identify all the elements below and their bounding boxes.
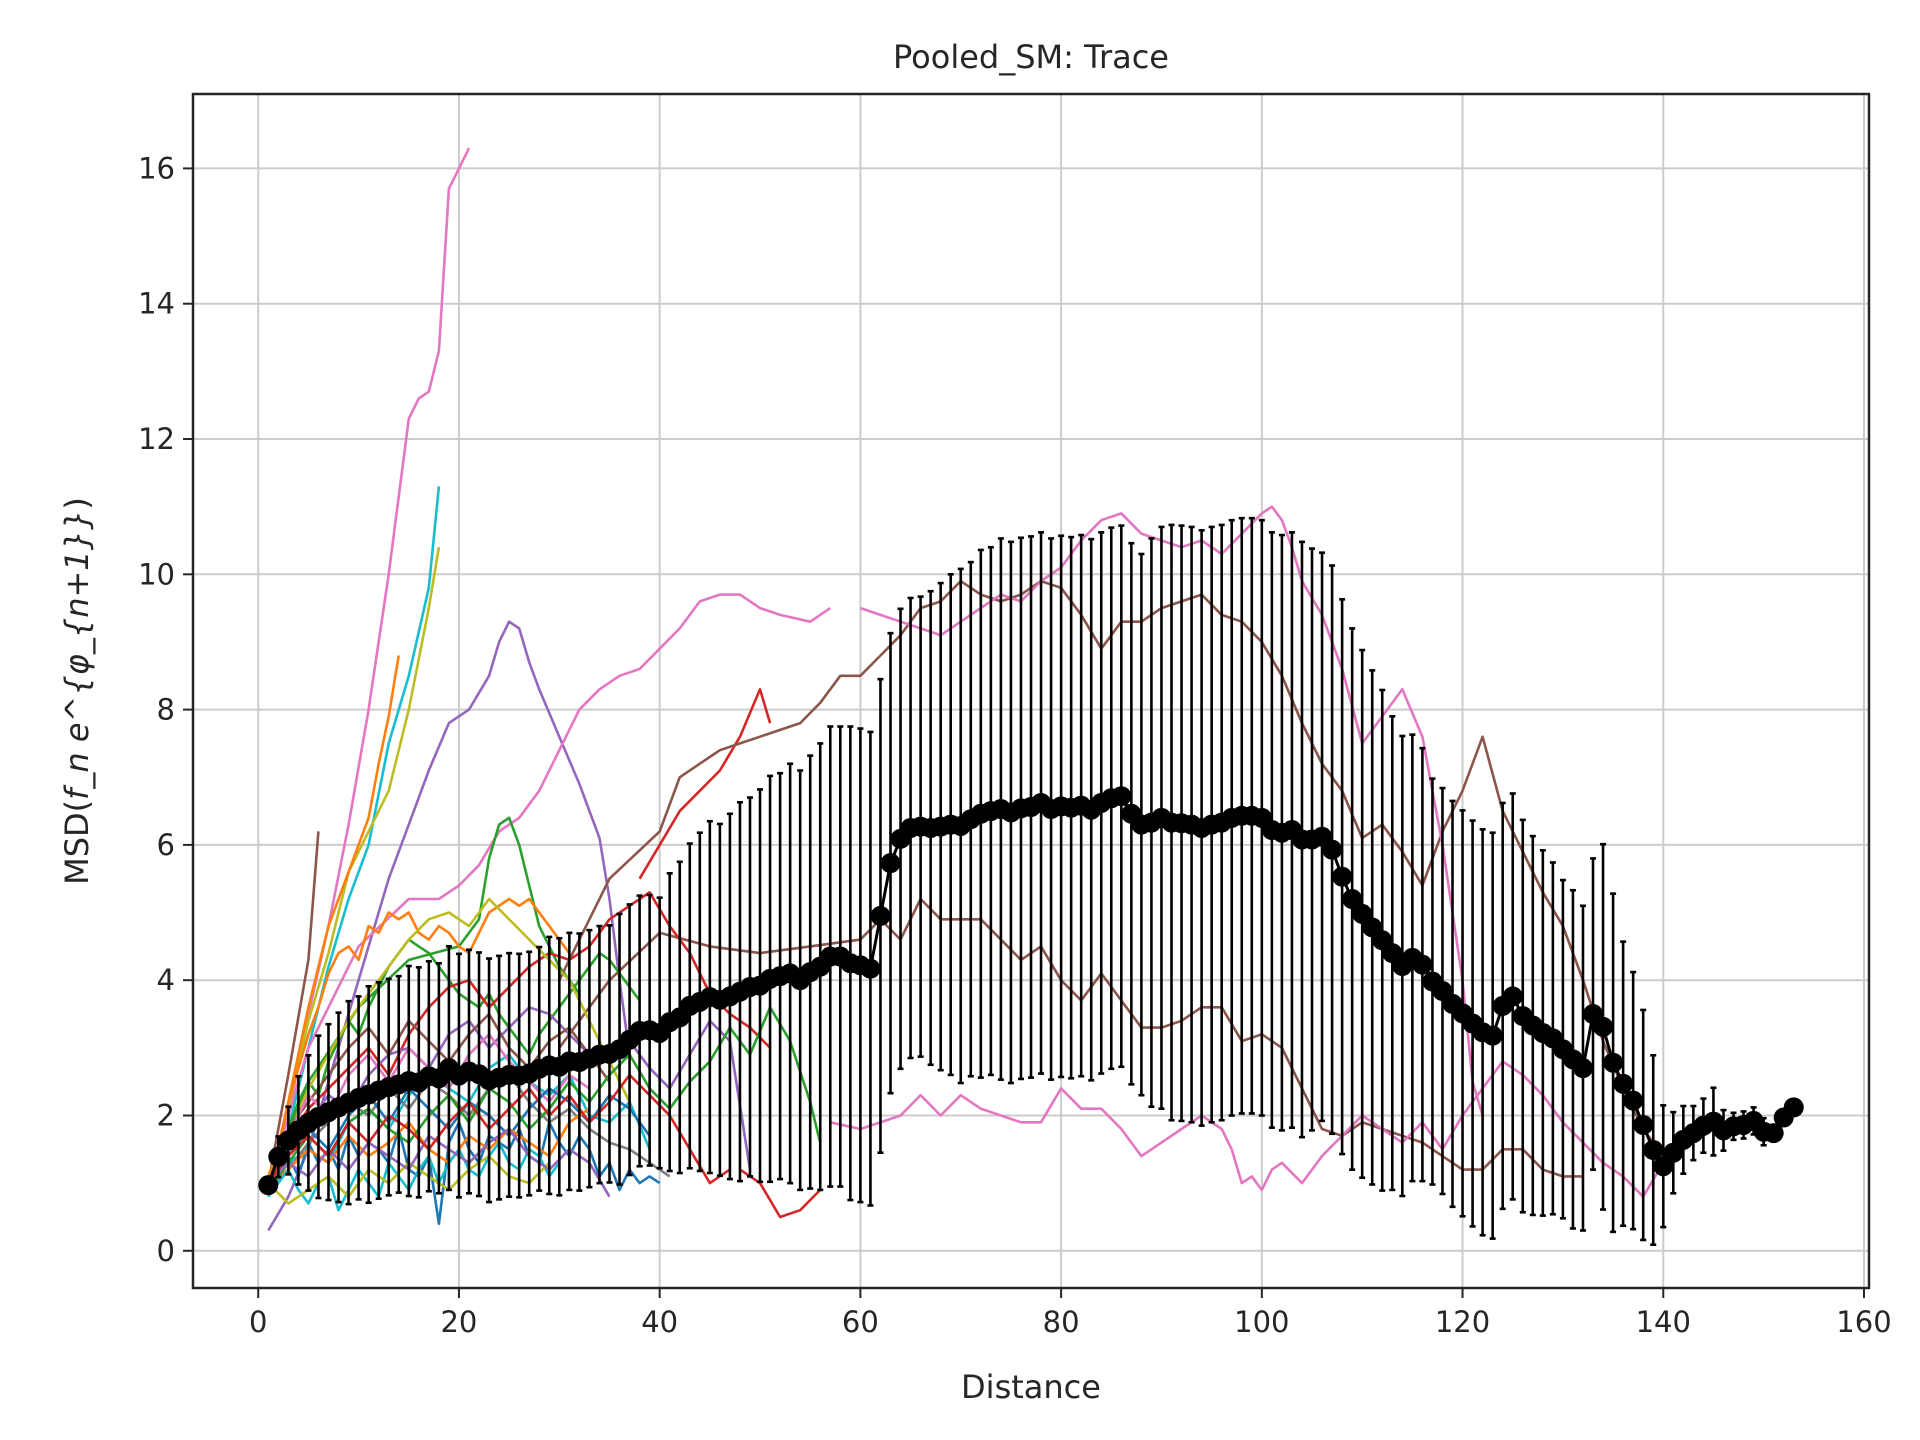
- y-tick-label: 16: [138, 151, 175, 185]
- trace-line-9: [267, 831, 320, 1184]
- trace-line-15: [267, 1121, 661, 1225]
- mean-marker: [1763, 1123, 1784, 1144]
- mean-marker: [1783, 1097, 1804, 1118]
- x-axis-ticks: 0 20 40 60 80 100 120 140 160: [249, 1288, 1892, 1339]
- y-axis-label-close: ): [58, 497, 96, 509]
- chart-title: Pooled_SM: Trace: [893, 38, 1169, 76]
- mean-marker: [870, 905, 891, 926]
- y-axis-label-math: f_n e^{φ_{n+1}}: [58, 510, 96, 800]
- y-axis-ticks: 0 2 4 6 8 10 12 14 16: [138, 151, 193, 1268]
- y-axis-label: MSD(f_n e^{φ_{n+1}}): [58, 497, 96, 885]
- trace-line-12: [830, 1060, 1665, 1198]
- x-tick-label: 100: [1234, 1305, 1289, 1339]
- x-tick-label: 40: [641, 1305, 678, 1339]
- mean-marker: [1643, 1139, 1664, 1160]
- mean-marker: [1572, 1058, 1593, 1079]
- mean-marker: [1603, 1052, 1624, 1073]
- trace-line-7: [638, 687, 772, 880]
- x-tick-label: 80: [1043, 1305, 1080, 1339]
- y-tick-label: 2: [157, 1098, 175, 1132]
- trace-line-1: [267, 147, 471, 1198]
- y-tick-label: 10: [138, 557, 175, 591]
- y-tick-label: 0: [157, 1234, 175, 1268]
- mean-marker: [1332, 866, 1353, 887]
- y-tick-label: 8: [157, 693, 175, 727]
- trace-line-28: [267, 1141, 561, 1212]
- x-tick-label: 160: [1836, 1305, 1891, 1339]
- mean-marker: [1623, 1090, 1644, 1111]
- x-axis-label: Distance: [961, 1368, 1101, 1406]
- mean-marker: [1342, 889, 1363, 910]
- mean-trace: [258, 516, 1804, 1247]
- y-tick-label: 14: [138, 287, 175, 321]
- trace-line-16: [267, 897, 571, 1177]
- trace-line-6: [267, 593, 832, 1184]
- trace-line-8: [267, 816, 581, 1184]
- mean-marker: [1502, 986, 1523, 1007]
- x-tick-label: 60: [842, 1305, 879, 1339]
- x-tick-label: 0: [249, 1305, 267, 1339]
- y-tick-label: 4: [157, 963, 175, 997]
- plot-frame: [191, 92, 1871, 1290]
- mean-marker: [1412, 954, 1433, 975]
- mean-marker: [1322, 839, 1343, 860]
- trace-line-17: [267, 938, 641, 1184]
- trace-line-5: [267, 620, 631, 1232]
- mean-marker: [1593, 1016, 1614, 1037]
- x-tick-label: 140: [1636, 1305, 1691, 1339]
- y-tick-label: 6: [157, 828, 175, 862]
- trace-line-14: [739, 1168, 822, 1219]
- mean-marker: [1633, 1114, 1654, 1135]
- y-tick-label: 12: [138, 422, 175, 456]
- x-tick-label: 120: [1435, 1305, 1490, 1339]
- mean-marker: [860, 958, 881, 979]
- mean-marker: [1613, 1073, 1634, 1094]
- mean-marker: [880, 853, 901, 874]
- x-tick-label: 20: [440, 1305, 477, 1339]
- y-axis-label-main: MSD(: [58, 800, 96, 885]
- mean-marker: [1482, 1025, 1503, 1046]
- mean-marker: [1111, 786, 1132, 807]
- mean-marker: [268, 1146, 289, 1167]
- mean-marker: [258, 1175, 279, 1196]
- trace-line-4: [267, 655, 400, 1191]
